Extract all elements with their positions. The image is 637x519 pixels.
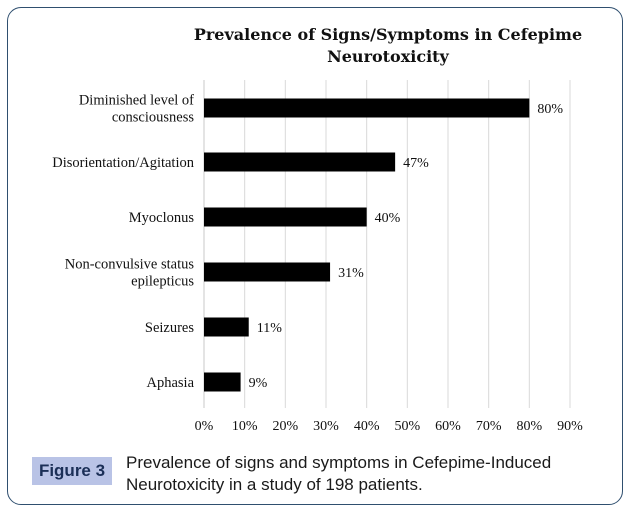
bars bbox=[204, 98, 530, 392]
category-label: consciousness bbox=[112, 110, 195, 126]
data-label: 40% bbox=[375, 211, 401, 226]
gridlines bbox=[203, 80, 571, 408]
x-tick-label: 30% bbox=[313, 419, 339, 434]
x-tick-label: 10% bbox=[232, 419, 258, 434]
figure-caption: Figure 3 Prevalence of signs and symptom… bbox=[32, 452, 612, 500]
category-label: epilepticus bbox=[131, 274, 194, 290]
bar bbox=[204, 262, 331, 282]
category-label: Aphasia bbox=[146, 375, 194, 391]
x-axis-ticks: 0% 10% 20% 30% 40% 50% 60% 70% 80% 90% bbox=[195, 419, 584, 434]
x-tick-label: 70% bbox=[476, 419, 502, 434]
x-tick-label: 60% bbox=[435, 419, 461, 434]
x-tick-label: 90% bbox=[557, 419, 583, 434]
figure-frame bbox=[7, 7, 623, 505]
x-tick-label: 80% bbox=[516, 419, 542, 434]
chart-title: Prevalence of Signs/Symptoms in Cefepime… bbox=[194, 25, 582, 66]
category-label: Seizures bbox=[145, 320, 194, 336]
data-label: 47% bbox=[403, 156, 429, 171]
caption-text: Prevalence of signs and symptoms in Cefe… bbox=[126, 453, 552, 494]
data-label: 31% bbox=[338, 266, 364, 281]
data-label: 9% bbox=[249, 376, 268, 391]
chart-title-line: Prevalence of Signs/Symptoms in Cefepime bbox=[194, 25, 582, 44]
category-label: Myoclonus bbox=[129, 210, 195, 226]
bar bbox=[204, 152, 396, 172]
bar bbox=[204, 317, 249, 337]
figure-label: Figure 3 bbox=[32, 457, 112, 485]
category-label: Disorientation/Agitation bbox=[52, 155, 195, 171]
bar bbox=[204, 207, 367, 227]
data-label: 80% bbox=[537, 102, 563, 117]
bar bbox=[204, 98, 530, 118]
category-label: Diminished level of bbox=[79, 93, 194, 109]
x-tick-label: 20% bbox=[272, 419, 298, 434]
data-label: 11% bbox=[257, 321, 282, 336]
chart-title-line: Neurotoxicity bbox=[327, 47, 449, 66]
bar bbox=[204, 372, 241, 392]
data-labels: 80% 47% 40% 31% 11% 9% bbox=[249, 102, 564, 391]
x-tick-label: 0% bbox=[195, 419, 214, 434]
x-tick-label: 50% bbox=[394, 419, 420, 434]
x-tick-label: 40% bbox=[354, 419, 380, 434]
category-label: Non-convulsive status bbox=[65, 257, 195, 273]
